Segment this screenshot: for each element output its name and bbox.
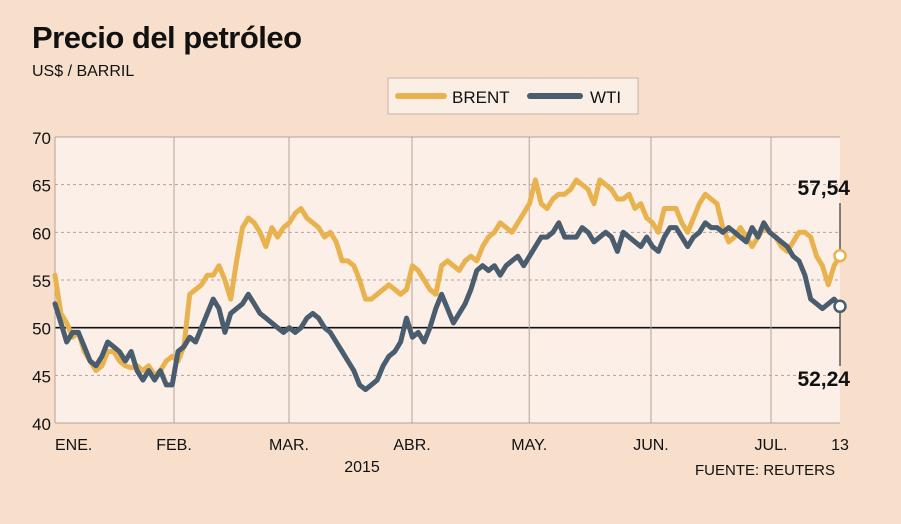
chart-subtitle: US$ / BARRIL xyxy=(32,63,135,80)
x-tick-label: JUL. xyxy=(755,437,788,454)
x-tick-label: ABR. xyxy=(393,437,430,454)
legend-label-wti: WTI xyxy=(590,88,621,107)
x-tick-label: 13 xyxy=(831,437,849,454)
series-line-wti xyxy=(52,220,843,393)
x-tick-label: MAR. xyxy=(269,437,309,454)
end-label-brent: 57,54 xyxy=(797,177,850,200)
legend-label-brent: BRENT xyxy=(452,88,510,107)
end-labels: 57,54 52,24 xyxy=(797,177,850,391)
year-label: 2015 xyxy=(344,459,380,476)
end-label-wti: 52,24 xyxy=(797,368,850,391)
chart-title: Precio del petróleo xyxy=(32,20,302,55)
x-tick-label: MAY. xyxy=(511,437,547,454)
y-tick-label: 40 xyxy=(32,415,51,434)
y-tick-label: 60 xyxy=(32,224,51,243)
y-tick-label: 70 xyxy=(32,129,51,148)
series-layer xyxy=(52,177,843,393)
x-tick-label: ENE. xyxy=(55,437,92,454)
x-tick-label: FEB. xyxy=(156,437,192,454)
y-tick-label: 65 xyxy=(32,177,51,196)
series-line-brent xyxy=(52,177,843,378)
y-axis: 40 45 50 55 60 65 70 xyxy=(32,129,51,434)
x-tick-label: JUN. xyxy=(633,437,669,454)
gridlines xyxy=(55,136,840,424)
x-axis: ENE. FEB. MAR. ABR. MAY. JUN. JUL. 13 xyxy=(55,437,849,454)
y-tick-label: 45 xyxy=(32,367,51,386)
end-marker-brent xyxy=(833,249,847,263)
source-note: FUENTE: REUTERS xyxy=(694,462,835,479)
y-tick-label: 50 xyxy=(32,320,51,339)
end-marker-wti xyxy=(833,299,847,314)
y-tick-label: 55 xyxy=(32,272,51,291)
